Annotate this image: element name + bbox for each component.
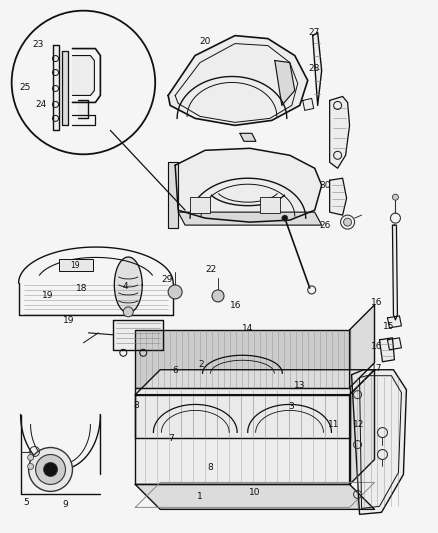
Polygon shape (178, 212, 321, 225)
Polygon shape (313, 33, 321, 106)
Text: 15: 15 (383, 321, 394, 330)
Circle shape (28, 448, 72, 491)
Circle shape (168, 285, 182, 299)
Polygon shape (135, 387, 350, 438)
Polygon shape (388, 338, 401, 350)
Polygon shape (388, 316, 401, 328)
Circle shape (124, 307, 133, 317)
Circle shape (35, 455, 66, 484)
Polygon shape (350, 370, 374, 484)
Text: 29: 29 (162, 274, 173, 284)
Polygon shape (350, 305, 374, 387)
Polygon shape (330, 96, 350, 168)
Polygon shape (113, 320, 163, 350)
Polygon shape (330, 178, 346, 215)
FancyBboxPatch shape (190, 197, 210, 213)
Text: 30: 30 (319, 181, 330, 190)
Polygon shape (114, 257, 142, 313)
Polygon shape (303, 99, 314, 110)
Text: 19: 19 (71, 261, 80, 270)
Text: 13: 13 (294, 381, 306, 390)
Polygon shape (78, 100, 88, 118)
FancyBboxPatch shape (135, 330, 350, 387)
Polygon shape (135, 484, 374, 510)
Polygon shape (168, 36, 308, 125)
Polygon shape (135, 370, 374, 394)
Text: 8: 8 (133, 401, 139, 410)
Text: 24: 24 (35, 100, 46, 109)
Polygon shape (135, 394, 350, 484)
Text: 3: 3 (288, 402, 294, 411)
Text: 23: 23 (32, 40, 43, 49)
Text: 25: 25 (19, 83, 30, 92)
Text: 8: 8 (207, 463, 213, 472)
Circle shape (43, 463, 57, 477)
Circle shape (212, 290, 224, 302)
Polygon shape (240, 133, 256, 141)
Circle shape (28, 464, 34, 470)
Text: 11: 11 (328, 420, 339, 429)
Text: 5: 5 (23, 498, 29, 507)
Text: 10: 10 (249, 488, 261, 497)
Polygon shape (379, 338, 395, 362)
Text: 19: 19 (63, 316, 74, 325)
Text: 20: 20 (199, 37, 211, 46)
Text: 14: 14 (242, 324, 253, 333)
Polygon shape (352, 370, 406, 514)
Polygon shape (275, 61, 295, 106)
Text: 16: 16 (371, 297, 383, 306)
Text: 9: 9 (63, 500, 68, 509)
Circle shape (282, 215, 288, 221)
Text: 4: 4 (122, 282, 128, 291)
Text: 19: 19 (42, 291, 53, 300)
Text: 26: 26 (319, 221, 330, 230)
Text: 28: 28 (308, 64, 320, 73)
Text: 12: 12 (353, 420, 364, 429)
Polygon shape (392, 225, 397, 320)
Polygon shape (168, 162, 178, 228)
Text: 16: 16 (371, 342, 383, 351)
Text: 16: 16 (230, 301, 241, 310)
Polygon shape (63, 51, 68, 125)
Circle shape (343, 218, 352, 226)
Text: 17: 17 (371, 364, 383, 373)
Text: 7: 7 (168, 434, 174, 443)
FancyBboxPatch shape (260, 197, 280, 213)
Text: 2: 2 (199, 360, 205, 369)
FancyBboxPatch shape (59, 259, 93, 271)
Polygon shape (175, 148, 321, 222)
Text: 1: 1 (197, 491, 202, 500)
Text: 22: 22 (205, 265, 217, 274)
Polygon shape (53, 45, 59, 131)
Circle shape (392, 194, 399, 200)
Polygon shape (72, 55, 95, 95)
Text: 6: 6 (173, 366, 178, 375)
Text: 18: 18 (76, 284, 87, 293)
Text: 27: 27 (308, 28, 320, 37)
Circle shape (28, 455, 34, 461)
